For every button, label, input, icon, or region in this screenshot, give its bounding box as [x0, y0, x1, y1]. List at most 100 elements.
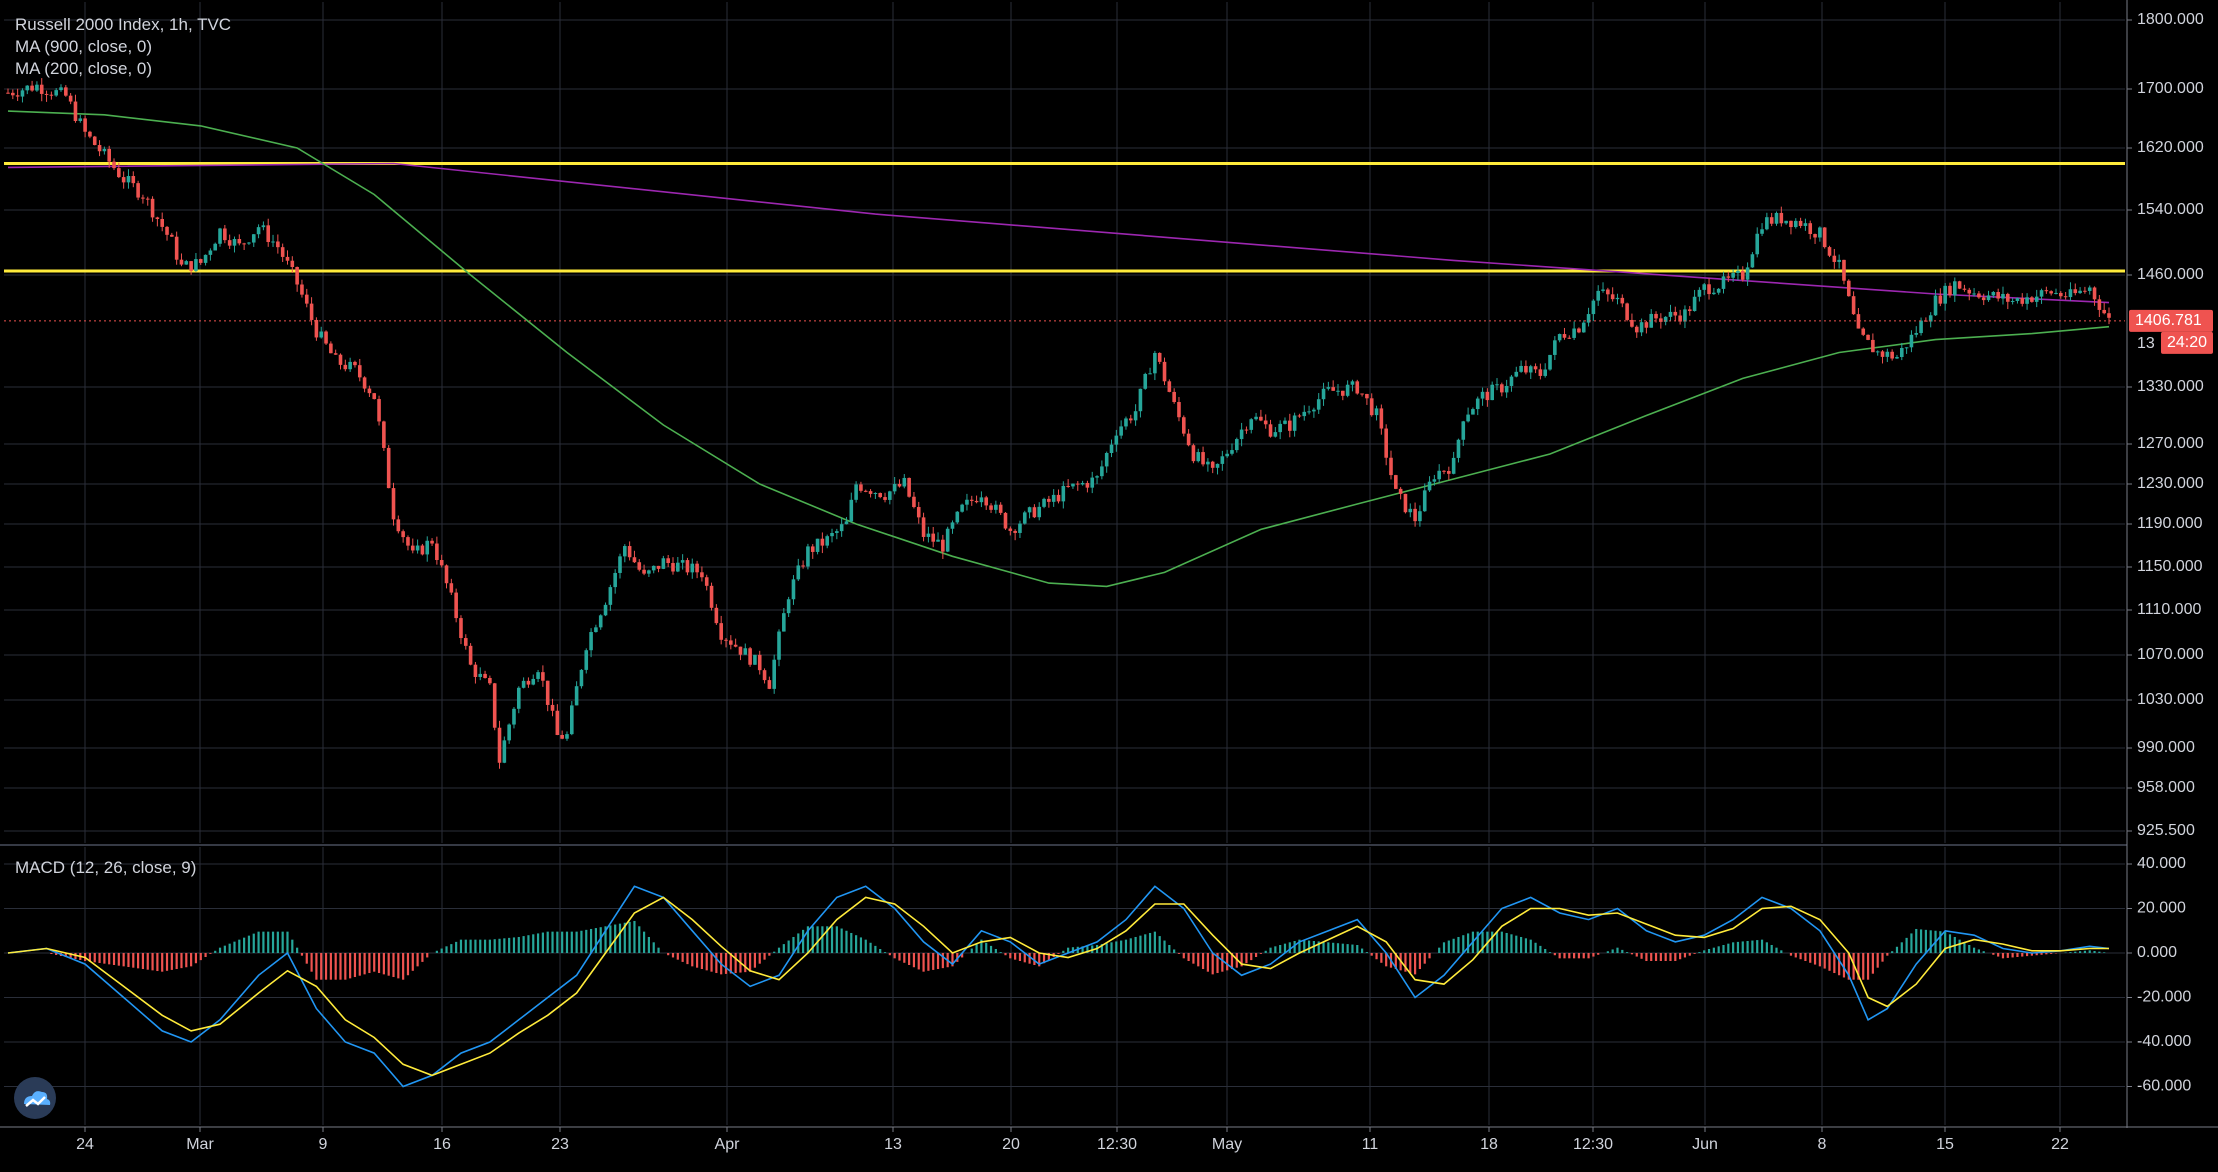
candle-up: [584, 650, 589, 670]
candle-up: [1504, 385, 1509, 393]
candle-down: [1948, 285, 1952, 296]
candle-up: [608, 587, 613, 605]
candle-down: [921, 517, 926, 537]
candle-down: [969, 499, 974, 501]
candle-down: [1003, 512, 1008, 529]
candle-down: [1644, 322, 1649, 328]
price-tick-label: 1270.000: [2137, 435, 2204, 452]
candle-up: [1514, 371, 1519, 377]
candle-down: [1389, 457, 1393, 476]
candle-down: [1567, 337, 1572, 339]
candle-up: [1350, 381, 1355, 385]
candle-down: [1360, 393, 1364, 395]
candle-up: [1919, 320, 1923, 334]
candle-up: [2015, 298, 2020, 301]
candle-up: [1109, 444, 1114, 453]
candle-up: [1601, 289, 1605, 291]
candle-up: [1899, 347, 1904, 358]
time-tick-label: Apr: [715, 1136, 741, 1153]
candle-down: [671, 563, 675, 572]
candle-down: [1842, 259, 1846, 281]
candle-up: [1374, 408, 1379, 416]
candle-down: [1244, 429, 1249, 431]
candle-up: [1837, 259, 1841, 262]
candle-up: [1225, 453, 1229, 457]
candle-up: [1519, 365, 1523, 372]
candle-up: [1027, 507, 1032, 513]
candle-up: [565, 734, 569, 739]
candle-down: [767, 680, 772, 689]
candle-up: [1784, 220, 1788, 224]
candle-down: [117, 168, 121, 178]
candle-down: [410, 545, 415, 551]
candle-down: [526, 680, 531, 685]
candle-down: [112, 161, 116, 169]
candle-down: [1442, 470, 1446, 472]
time-axis-background: [0, 1128, 2218, 1172]
candle-down: [1707, 284, 1711, 295]
candle-down: [801, 565, 805, 567]
candle-down: [314, 319, 319, 338]
candle-up: [232, 239, 237, 246]
candle-down: [1769, 217, 1774, 224]
candle-up: [1312, 409, 1316, 412]
candle-down: [420, 545, 425, 555]
candle-up: [1302, 411, 1307, 417]
candle-up: [1943, 285, 1947, 304]
candle-up: [1543, 369, 1547, 376]
candle-down: [343, 364, 348, 370]
candle-up: [271, 241, 275, 243]
candle-down: [497, 727, 502, 763]
candle-up: [1080, 482, 1085, 485]
candle-down: [1634, 326, 1639, 333]
tradingview-logo-icon[interactable]: [14, 1077, 56, 1119]
time-tick-label: 15: [1936, 1136, 1954, 1153]
time-tick-label: 13: [884, 1136, 902, 1153]
candle-down: [632, 557, 637, 563]
time-tick-label: May: [1212, 1136, 1242, 1153]
candle-up: [1475, 398, 1480, 410]
candle-down: [160, 219, 165, 227]
candle-up: [661, 558, 666, 569]
candle-up: [1408, 508, 1413, 513]
candle-up: [20, 90, 25, 97]
last-price-badge-bg: [2129, 309, 2213, 332]
candle-down: [1191, 445, 1196, 462]
candle-up: [502, 740, 507, 763]
candle-down: [2063, 296, 2068, 298]
candle-up: [1986, 295, 1991, 301]
candle-down: [276, 241, 280, 248]
candle-down: [1977, 293, 1981, 298]
candle-up: [950, 522, 955, 529]
time-tick-label: 20: [1002, 1136, 1020, 1153]
candle-down: [198, 259, 203, 263]
candle-down: [1827, 247, 1832, 256]
candle-up: [743, 648, 748, 655]
candle-up: [415, 545, 420, 551]
candle-up: [1042, 498, 1046, 507]
candle-up: [955, 511, 960, 523]
candle-down: [1880, 351, 1885, 357]
candle-up: [936, 539, 940, 542]
candle-up: [1750, 254, 1755, 268]
candle-up: [945, 528, 950, 552]
candle-down: [2073, 289, 2078, 294]
candle-down: [1384, 428, 1388, 458]
candle-up: [1712, 292, 1716, 295]
price-tick-label: 1540.000: [2137, 201, 2204, 218]
candle-down: [912, 496, 916, 508]
time-tick-label: 12:30: [1573, 1136, 1613, 1153]
candle-up: [213, 243, 218, 251]
candle-down: [1606, 289, 1610, 295]
candle-down: [1822, 227, 1827, 248]
candle-up: [844, 521, 849, 525]
candle-up: [1273, 432, 1278, 437]
candle-up: [536, 672, 540, 679]
candle-up: [598, 615, 603, 628]
candle-down: [15, 95, 20, 97]
candle-up: [2010, 300, 2015, 302]
candle-down: [2006, 293, 2010, 302]
time-tick-label: 12:30: [1097, 1136, 1137, 1153]
